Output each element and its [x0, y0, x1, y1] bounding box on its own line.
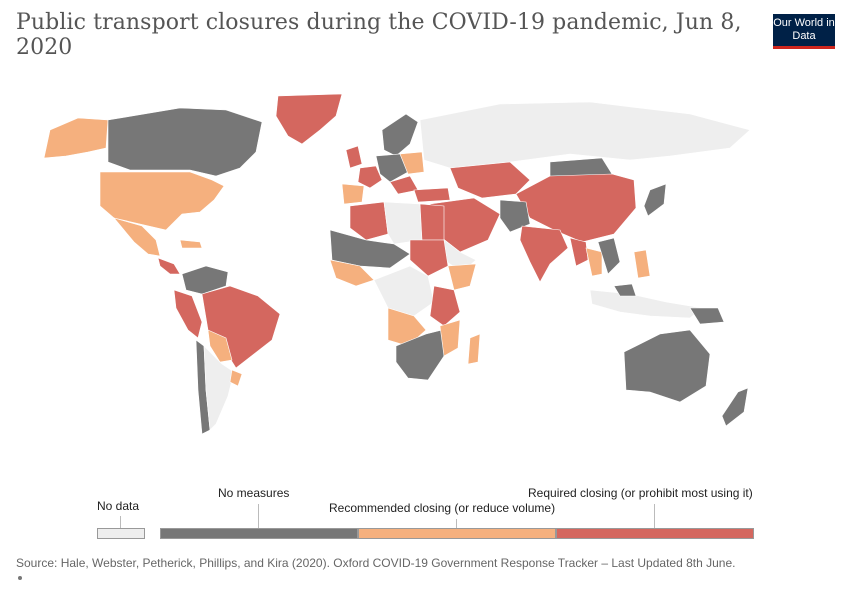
region-west-africa[interactable] [329, 259, 375, 287]
legend-tick-no-data [120, 516, 121, 528]
region-central-asia[interactable] [449, 161, 531, 199]
region-east-africa[interactable] [429, 285, 461, 327]
legend-swatch-no-data[interactable] [97, 528, 145, 539]
region-mozambique[interactable] [439, 319, 461, 357]
legend-tick-no-measures [258, 504, 259, 528]
region-uk-ireland[interactable] [345, 145, 363, 169]
region-japan[interactable] [643, 183, 667, 217]
region-alaska[interactable] [43, 117, 109, 159]
region-egypt[interactable] [419, 203, 445, 241]
legend-swatch-recommended[interactable] [358, 528, 556, 539]
chart-title: Public transport closures during the COV… [16, 10, 742, 60]
region-central-europe[interactable] [375, 153, 409, 183]
legend-label-no-measures: No measures [218, 486, 290, 500]
region-uruguay[interactable] [229, 369, 243, 387]
legend-label-recommended: Recommended closing (or reduce volume) [329, 501, 556, 515]
owid-logo[interactable]: Our World in Data [773, 14, 835, 49]
region-mexico[interactable] [113, 217, 161, 257]
region-afghanistan-pakistan[interactable] [499, 199, 531, 233]
region-bolivia-paraguay[interactable] [207, 329, 233, 363]
region-central-america[interactable] [157, 257, 181, 275]
region-turkey[interactable] [413, 187, 451, 203]
region-colombia-venezuela[interactable] [181, 265, 229, 295]
region-usa[interactable] [99, 171, 225, 231]
legend-tick-recommended [456, 519, 457, 528]
region-north-africa-west[interactable] [349, 201, 389, 241]
region-france[interactable] [357, 165, 383, 189]
region-iberia[interactable] [341, 183, 365, 205]
region-indochina[interactable] [597, 237, 621, 275]
legend-label-required: Required closing (or prohibit most using… [528, 486, 753, 500]
region-greenland[interactable] [275, 93, 343, 145]
region-horn-of-africa[interactable] [447, 263, 477, 291]
region-caribbean[interactable] [179, 239, 203, 249]
region-malaysia[interactable] [613, 283, 637, 297]
region-peru-ecuador[interactable] [173, 289, 203, 339]
region-sudan[interactable] [409, 239, 449, 277]
region-myanmar[interactable] [569, 237, 589, 267]
legend-swatch-required[interactable] [556, 528, 754, 539]
region-philippines[interactable] [633, 249, 651, 279]
region-madagascar[interactable] [467, 333, 481, 365]
world-map [43, 93, 751, 435]
region-sahel[interactable] [329, 229, 411, 269]
region-new-zealand[interactable] [721, 387, 749, 427]
region-canada[interactable] [107, 107, 263, 177]
region-scandinavia[interactable] [381, 113, 419, 157]
source-note: Source: Hale, Webster, Petherick, Philli… [16, 556, 736, 570]
footer-dot [18, 576, 22, 580]
legend-tick-required [654, 504, 655, 528]
legend-label-no-data: No data [97, 499, 140, 513]
region-russia[interactable] [419, 101, 751, 169]
region-china[interactable] [515, 173, 637, 243]
region-eastern-europe[interactable] [399, 151, 425, 175]
region-australia[interactable] [623, 329, 711, 403]
region-southern-africa[interactable] [395, 329, 445, 381]
legend-swatch-no-measures[interactable] [160, 528, 358, 539]
region-papua-new-guinea[interactable] [689, 307, 725, 325]
region-north-africa-central[interactable] [383, 201, 423, 245]
region-argentina[interactable] [203, 345, 235, 431]
region-thailand[interactable] [585, 247, 603, 277]
region-india[interactable] [519, 225, 569, 283]
region-indonesia[interactable] [589, 289, 703, 319]
